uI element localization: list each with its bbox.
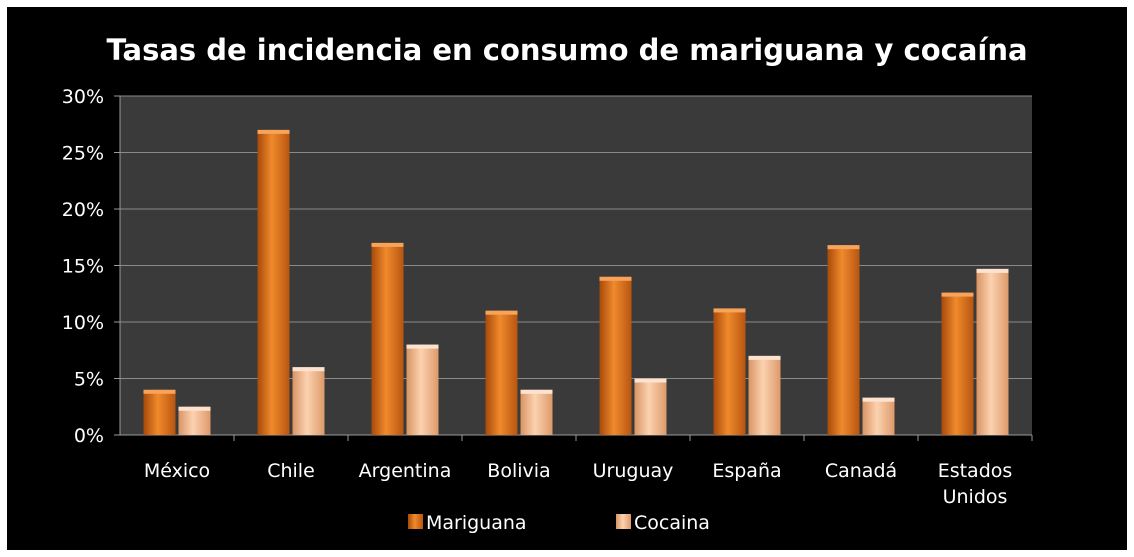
legend-swatch-mariguana — [408, 514, 423, 529]
bar-cap-cocaina-5 — [748, 355, 781, 360]
bar-cap-mariguana-1 — [257, 129, 290, 134]
bar-mariguana-1 — [257, 129, 290, 435]
x-category-label: Bolivia — [487, 460, 550, 482]
x-category-label: Uruguay — [593, 460, 674, 482]
bar-cocaina-5 — [748, 355, 781, 435]
x-category-label: México — [144, 460, 210, 482]
bar-cap-mariguana-2 — [371, 242, 404, 247]
legend-label-mariguana: Mariguana — [426, 512, 527, 534]
legend-label-cocaina: Cocaina — [634, 512, 710, 534]
bar-cocaina-0 — [178, 406, 211, 435]
x-category-label: España — [712, 460, 781, 482]
y-tick-label: 5% — [74, 369, 104, 391]
y-tick-label: 10% — [62, 312, 104, 334]
bar-cap-mariguana-6 — [827, 245, 860, 250]
x-category-label: Unidos — [943, 486, 1008, 508]
bar-cocaina-3 — [520, 389, 553, 435]
y-tick-label: 30% — [62, 86, 104, 108]
bar-mariguana-7 — [941, 292, 974, 435]
bar-cocaina-2 — [406, 344, 439, 435]
bar-cocaina-1 — [292, 367, 325, 435]
bar-cap-cocaina-6 — [862, 397, 895, 402]
bar-cocaina-4 — [634, 378, 667, 435]
bar-mariguana-0 — [143, 389, 176, 435]
bar-mariguana-4 — [599, 276, 632, 435]
bar-cap-cocaina-1 — [292, 367, 325, 372]
chart-title: Tasas de incidencia en consumo de marigu… — [106, 33, 1027, 67]
y-tick-label: 20% — [62, 199, 104, 221]
bar-cap-mariguana-7 — [941, 292, 974, 297]
bar-cap-cocaina-0 — [178, 406, 211, 411]
x-category-label: Chile — [267, 460, 315, 482]
bar-mariguana-5 — [713, 308, 746, 435]
y-tick-label: 25% — [62, 143, 104, 165]
bar-cap-cocaina-2 — [406, 344, 439, 349]
bar-cap-cocaina-4 — [634, 378, 667, 383]
bar-mariguana-2 — [371, 242, 404, 435]
bar-cocaina-6 — [862, 397, 895, 435]
category-labels: México Chile Argentina Bolivia Uruguay España… — [144, 460, 1012, 508]
bar-cap-mariguana-5 — [713, 308, 746, 313]
bar-mariguana-6 — [827, 245, 860, 435]
bar-cap-cocaina-3 — [520, 389, 553, 394]
x-category-label: Argentina — [359, 460, 452, 482]
bar-cap-mariguana-4 — [599, 276, 632, 281]
x-category-label: Canadá — [825, 460, 897, 482]
bar-cap-mariguana-3 — [485, 310, 518, 315]
legend: Mariguana Cocaina — [408, 512, 710, 534]
y-tick-label: 15% — [62, 256, 104, 278]
bar-cocaina-7 — [976, 268, 1009, 435]
bar-mariguana-3 — [485, 310, 518, 435]
x-category-label: Estados — [938, 460, 1013, 482]
bar-cap-cocaina-7 — [976, 268, 1009, 273]
bar-cap-mariguana-0 — [143, 389, 176, 394]
legend-swatch-cocaina — [616, 514, 631, 529]
y-tick-label: 0% — [74, 425, 104, 447]
bars — [143, 129, 1009, 435]
y-axis-tick-labels: 0% 5% 10% 15% 20% 25% 30% — [62, 86, 104, 447]
